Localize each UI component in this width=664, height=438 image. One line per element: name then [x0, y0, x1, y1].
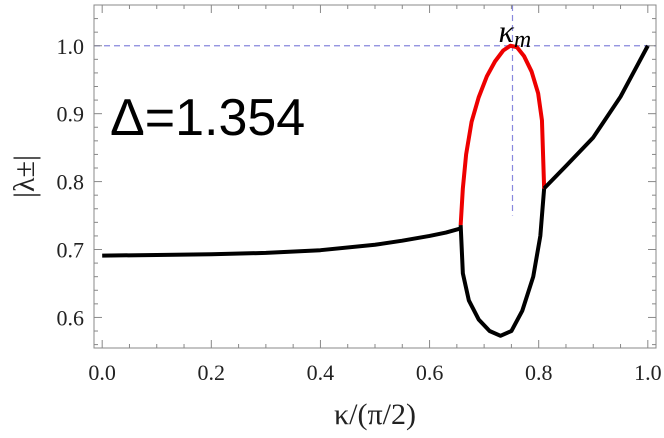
x-axis-label: κ/(π/2)	[334, 398, 416, 431]
tick-group: 0.0 0.2 0.4 0.6 0.8 1.0 0.6 0.7 0.8 0.9 1.0	[57, 5, 662, 385]
y-axis-label: |λ±|	[8, 155, 41, 198]
x-tick-label: 1.0	[634, 360, 662, 385]
delta-annotation: Δ=1.354	[110, 89, 305, 147]
y-tick-label: 0.6	[57, 305, 85, 330]
x-tick-label: 0.2	[198, 360, 226, 385]
series-line-0	[102, 226, 462, 258]
y-tick-label: 0.9	[57, 102, 85, 127]
series-line-3	[542, 44, 650, 190]
y-tick-label: 1.0	[57, 34, 85, 59]
x-tick-label: 0.0	[88, 360, 116, 385]
x-tick-label: 0.4	[307, 360, 335, 385]
kappa-m-annotation: κm	[498, 13, 531, 53]
series-line-2	[458, 43, 547, 226]
series-group	[102, 43, 650, 338]
x-tick-label: 0.8	[525, 360, 553, 385]
plot-frame	[93, 4, 657, 349]
series-line-1	[458, 188, 547, 338]
x-tick-label: 0.6	[416, 360, 444, 385]
y-tick-label: 0.8	[57, 170, 85, 195]
kappa-m-sub: m	[514, 27, 531, 53]
y-tick-label: 0.7	[57, 238, 85, 263]
kappa-m-main: κ	[498, 13, 514, 49]
reference-lines	[94, 5, 656, 216]
